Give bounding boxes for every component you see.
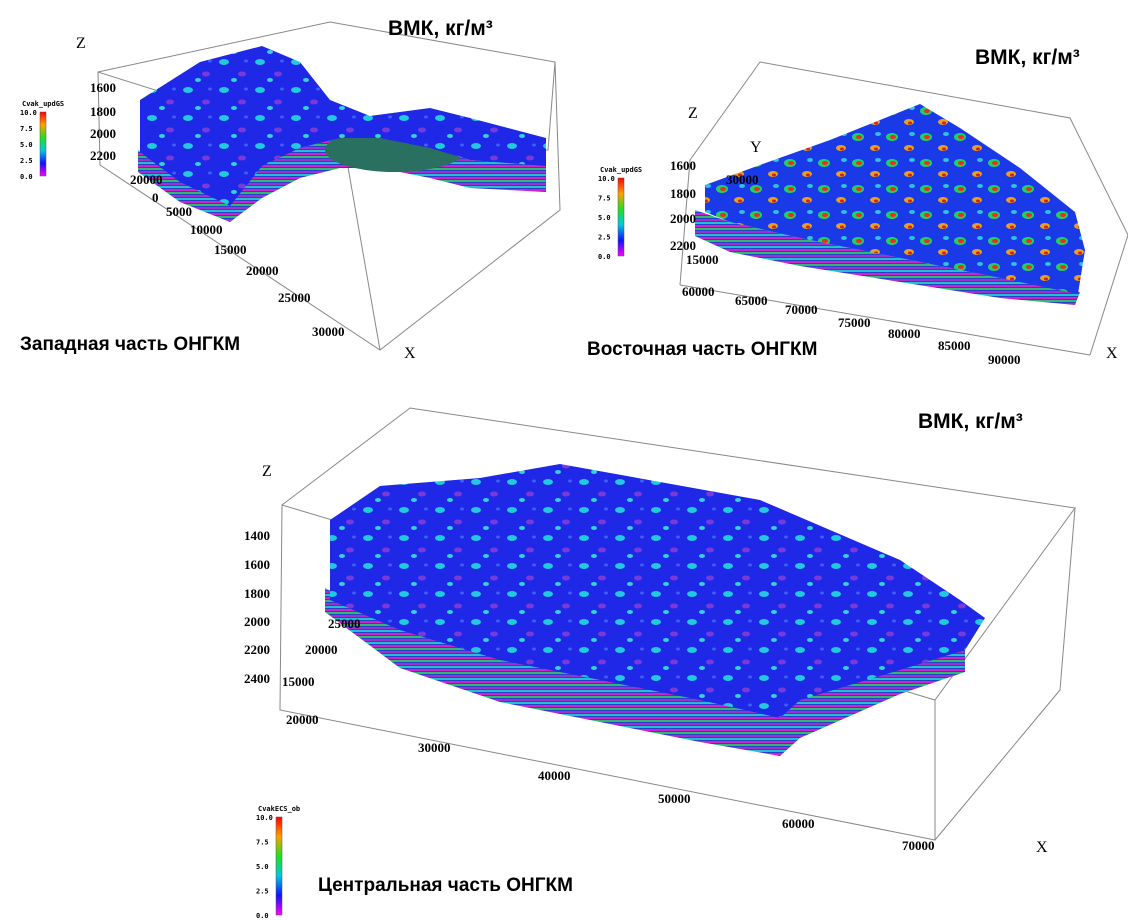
colorbar-tick: 0.0 — [256, 912, 269, 920]
colorbar-tick: 5.0 — [20, 141, 33, 149]
colorbar-tick: 0.0 — [598, 253, 611, 261]
colorbar-tick: 2.5 — [20, 157, 33, 165]
axis-label: X — [1106, 345, 1118, 362]
z-tick-label: 2200 — [90, 148, 116, 163]
colorbar — [617, 177, 625, 257]
z-tick-label: 2200 — [670, 238, 696, 253]
x-tick-label: 70000 — [902, 838, 935, 853]
x-tick-label: 90000 — [988, 352, 1021, 367]
x-tick-label: 80000 — [888, 326, 921, 341]
colorbar-tick: 10.0 — [256, 814, 273, 822]
y-tick-label: 20000 — [305, 642, 338, 657]
panel-caption: Центральная часть ОНГКМ — [318, 875, 573, 896]
colorbar-tick: 10.0 — [598, 175, 615, 183]
x-tick-label: 70000 — [785, 302, 818, 317]
z-tick-label: 1800 — [670, 186, 696, 201]
colorbar-tick: 7.5 — [20, 125, 33, 133]
y-tick-label: 0 — [152, 190, 159, 205]
z-tick-label: 1600 — [670, 158, 696, 173]
y-tick-label: 25000 — [328, 616, 361, 631]
y-tick-label: 15000 — [686, 252, 719, 267]
x-tick-label: 60000 — [782, 816, 815, 831]
panel-caption: Западная часть ОНГКМ — [20, 334, 240, 355]
axis-label: Y — [750, 139, 762, 156]
x-tick-label: 30000 — [312, 324, 345, 339]
panel-caption: Восточная часть ОНГКМ — [587, 339, 817, 360]
z-tick-label: 2400 — [244, 671, 270, 686]
colorbar — [275, 816, 283, 916]
panel: ВМК, кг/м³ Восточная часть ОНГКМ Z Y X 1600 18… — [587, 46, 1118, 367]
x-tick-label: 5000 — [166, 204, 192, 219]
axis-label: Z — [688, 105, 698, 122]
x-tick-label: 60000 — [682, 284, 715, 299]
x-tick-label: 85000 — [938, 338, 971, 353]
colorbar-label: Cvak_updGS — [22, 100, 64, 108]
colorbar — [39, 111, 47, 177]
x-tick-label: 30000 — [418, 740, 451, 755]
x-tick-label: 65000 — [735, 293, 768, 308]
panel: ВМК, кг/м³ Западная часть ОНГКМ Z X 1600 1800… — [20, 17, 493, 362]
z-tick-label: 2200 — [244, 642, 270, 657]
x-tick-label: 50000 — [658, 791, 691, 806]
east-model — [679, 61, 1128, 356]
z-tick-label: 2000 — [244, 614, 270, 629]
central-model — [279, 407, 1076, 841]
colorbar-tick: 7.5 — [256, 839, 269, 847]
y-tick-label: 30000 — [726, 172, 759, 187]
z-tick-label: 1800 — [90, 104, 116, 119]
x-tick-label: 15000 — [214, 242, 247, 257]
z-tick-label: 1800 — [244, 586, 270, 601]
z-tick-label: 2000 — [670, 211, 696, 226]
y-tick-label: 20000 — [130, 172, 163, 187]
z-tick-label: 1600 — [244, 557, 270, 572]
z-tick-label: 1400 — [244, 528, 270, 543]
west-model — [97, 21, 561, 351]
colorbar-tick: 2.5 — [598, 234, 611, 242]
colorbar-tick: 7.5 — [598, 195, 611, 203]
colorbar-tick: 0.0 — [20, 173, 33, 181]
y-tick-label: 15000 — [282, 674, 315, 689]
x-tick-label: 75000 — [838, 315, 871, 330]
z-tick-label: 1600 — [90, 80, 116, 95]
x-tick-label: 25000 — [278, 290, 311, 305]
x-tick-label: 10000 — [190, 222, 223, 237]
colorbar-tick: 5.0 — [598, 214, 611, 222]
axis-label: Z — [76, 35, 86, 52]
axis-label: X — [1036, 839, 1048, 856]
colorbar-tick: 5.0 — [256, 863, 269, 871]
colorbar-label: CvakECS_ob — [258, 805, 300, 813]
axis-label: Z — [262, 463, 272, 480]
colorbar-tick: 10.0 — [20, 109, 37, 117]
x-tick-label: 20000 — [286, 712, 319, 727]
axis-label: X — [404, 345, 416, 362]
panel: ВМК, кг/м³ Центральная часть ОНГКМ Z X 1400 1… — [244, 410, 1048, 920]
panel-title: ВМК, кг/м³ — [975, 46, 1080, 69]
z-tick-label: 2000 — [90, 126, 116, 141]
x-tick-label: 40000 — [538, 768, 571, 783]
x-tick-label: 20000 — [246, 263, 279, 278]
panel-title: ВМК, кг/м³ — [918, 410, 1023, 433]
panel-title: ВМК, кг/м³ — [388, 17, 493, 40]
colorbar-tick: 2.5 — [256, 888, 269, 896]
colorbar-label: Cvak_updGS — [600, 166, 642, 174]
